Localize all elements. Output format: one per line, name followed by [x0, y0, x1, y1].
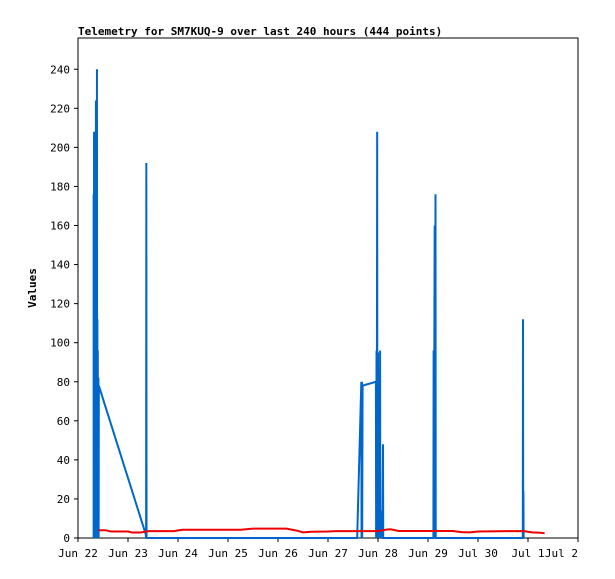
y-tick-label: 180 — [50, 180, 70, 193]
y-tick-label: 220 — [50, 102, 70, 115]
y-tick-label: 80 — [57, 376, 70, 389]
x-tick-label: Jul 2 — [545, 547, 578, 560]
x-tick-label: Jun 24 — [158, 547, 198, 560]
y-tick-label: 120 — [50, 298, 70, 311]
y-tick-label: 40 — [57, 454, 70, 467]
x-axis: Jun 22 Jun 23 Jun 24 Jun 25 Jun 26 Jun 27 Jun … — [58, 538, 579, 560]
x-tick-label: Jun 26 — [258, 547, 298, 560]
x-tick-label: Jun 25 — [208, 547, 248, 560]
y-tick-label: 20 — [57, 493, 70, 506]
series-layer — [92, 69, 545, 539]
y-tick-label: 160 — [50, 220, 70, 233]
series-2-line — [98, 527, 545, 535]
y-axis: 0 20 40 60 80 100 120 140 160 180 200 220 240 — [50, 63, 78, 545]
plot-area — [77, 37, 579, 539]
x-tick-label: Jun 23 — [108, 547, 148, 560]
x-tick-label: Jul 1 — [511, 547, 544, 560]
x-tick-label: Jun 22 — [58, 547, 98, 560]
y-tick-label: 60 — [57, 415, 70, 428]
y-tick-label: 0 — [63, 532, 70, 545]
chart-title: Telemetry for SM7KUQ-9 over last 240 hou… — [78, 25, 442, 38]
y-tick-label: 200 — [50, 141, 70, 154]
y-tick-label: 240 — [50, 63, 70, 76]
y-tick-label: 140 — [50, 259, 70, 272]
series-1-line — [92, 69, 525, 539]
x-tick-label: Jun 27 — [308, 547, 348, 560]
y-tick-label: 100 — [50, 337, 70, 350]
x-tick-label: Jun 28 — [358, 547, 398, 560]
x-tick-label: Jul 30 — [458, 547, 498, 560]
y-axis-label: Values — [26, 268, 39, 308]
x-tick-label: Jun 29 — [408, 547, 448, 560]
